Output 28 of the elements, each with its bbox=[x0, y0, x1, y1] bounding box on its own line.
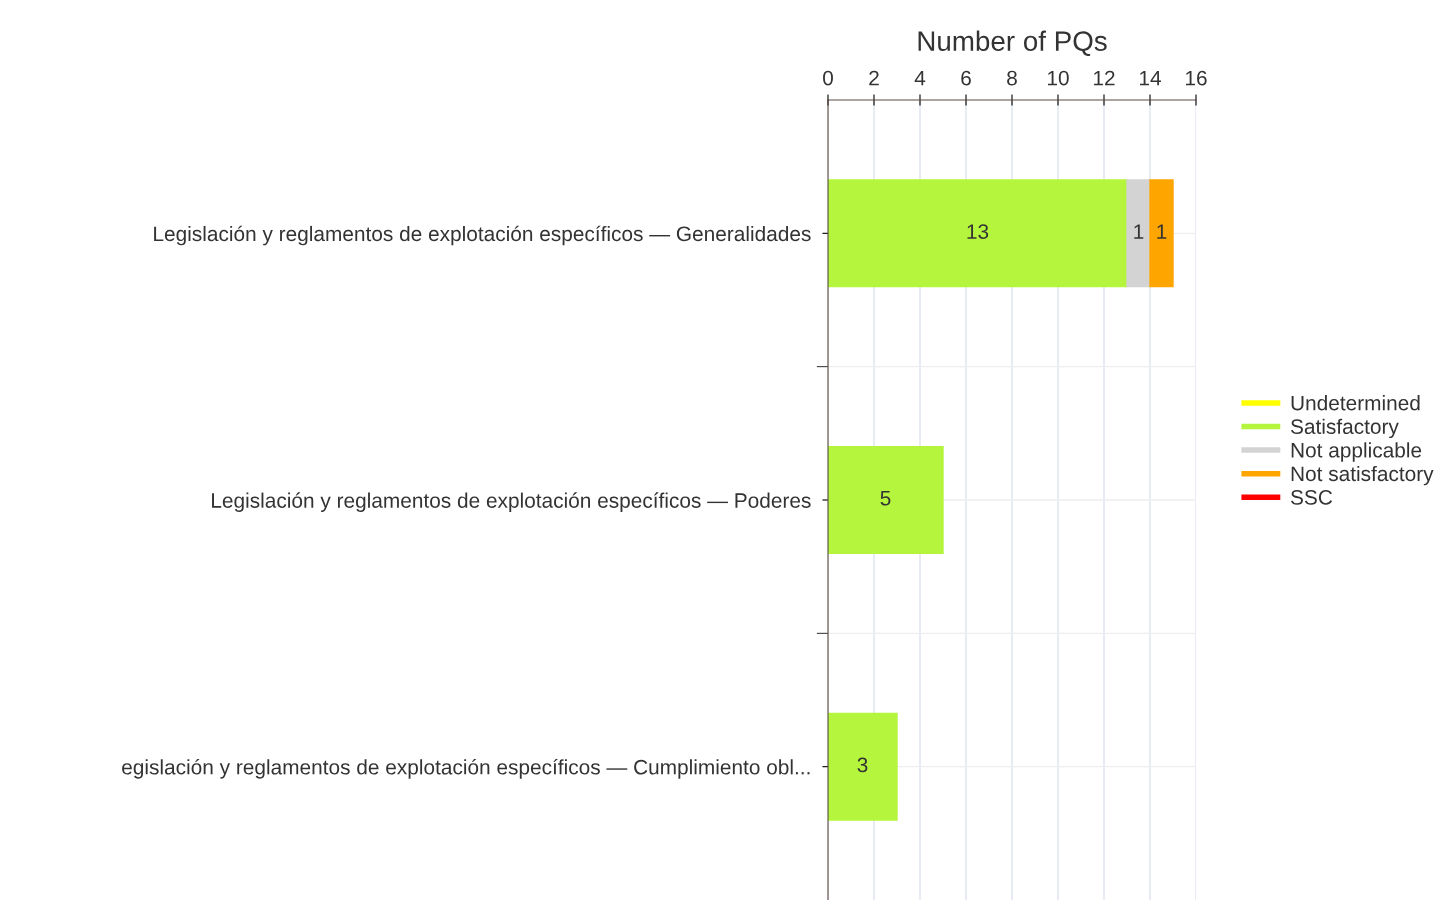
x-tick-label: 16 bbox=[1186, 70, 1207, 86]
data-label: 1 bbox=[1134, 224, 1144, 239]
x-tick-label: 14 bbox=[1140, 70, 1161, 86]
y-tick-label: egislación y reglamentos de explotación específicos — Cumplimiento obl... bbox=[122, 759, 810, 779]
x-tick-label: 6 bbox=[961, 70, 971, 86]
bar bbox=[828, 179, 1128, 288]
x-axis-title: Number of PQs bbox=[918, 30, 1107, 56]
bar bbox=[828, 445, 944, 555]
legend-label: Satisfactory bbox=[1290, 418, 1399, 439]
x-tick-label: 0 bbox=[823, 70, 833, 86]
legend-label: Not satisfactory bbox=[1291, 465, 1434, 486]
bar bbox=[1126, 179, 1151, 288]
x-tick-label: 4 bbox=[914, 70, 926, 86]
y-tick-label: Legislación y reglamentos de explotación específicos — Generalidades bbox=[154, 225, 811, 246]
x-tick-label: 10 bbox=[1048, 70, 1069, 86]
legend-label: SSC bbox=[1290, 490, 1333, 505]
bar bbox=[1149, 179, 1174, 288]
legend-label: Undetermined bbox=[1291, 395, 1420, 411]
x-tick-label: 12 bbox=[1094, 70, 1115, 86]
x-tick-label: 2 bbox=[869, 70, 879, 86]
data-label: 5 bbox=[880, 491, 891, 506]
y-tick-label: Legislación y reglamentos de explotación específicos — Poderes bbox=[212, 492, 811, 512]
data-label: 13 bbox=[967, 224, 989, 239]
data-label: 3 bbox=[857, 757, 868, 773]
legend-label: Not applicable bbox=[1291, 442, 1422, 462]
bar bbox=[828, 712, 898, 821]
x-tick-label: 8 bbox=[1007, 70, 1017, 86]
data-label: 1 bbox=[1157, 224, 1167, 239]
